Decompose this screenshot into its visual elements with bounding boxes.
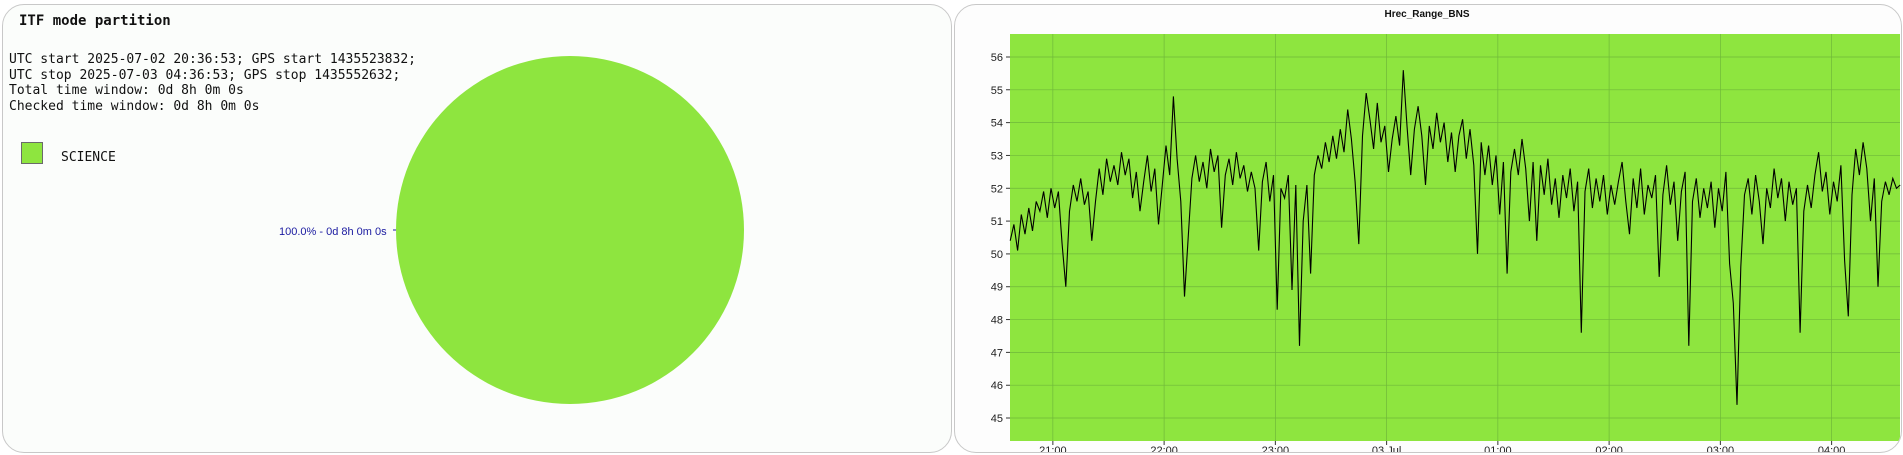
line-chart-title: Hrec_Range_BNS — [1384, 9, 1469, 20]
y-tick-label: 49 — [991, 282, 1003, 294]
plot-area — [1010, 34, 1900, 441]
x-tick-label: 04:00 — [1818, 445, 1846, 452]
x-tick-label: 21:00 — [1039, 445, 1067, 452]
x-tick-label: 02:00 — [1595, 445, 1623, 452]
y-tick-label: 50 — [991, 249, 1003, 261]
x-tick-label: 23:00 — [1262, 445, 1290, 452]
y-tick-label: 53 — [991, 150, 1003, 162]
pie-slice-science — [396, 56, 744, 404]
mode-partition-panel: ITF mode partition UTC start 2025-07-02 … — [2, 4, 952, 453]
y-tick-label: 52 — [991, 183, 1003, 195]
x-axis: 21:00 22:00 23:00 03 Jul 01:00 02:00 03:00 04:0… — [1039, 441, 1845, 452]
y-tick-label: 47 — [991, 347, 1003, 359]
series-line — [1009, 70, 1901, 405]
x-tick-label: 03 Jul — [1372, 445, 1401, 452]
x-tick-label: 03:00 — [1707, 445, 1735, 452]
total-window-line: Total time window: 0d 8h 0m 0s — [9, 83, 244, 98]
legend-label-science: SCIENCE — [61, 150, 116, 165]
y-axis: 45 46 47 48 49 50 51 52 53 54 55 56 — [991, 52, 1010, 425]
time-window-info: UTC start 2025-07-02 20:36:53; GPS start… — [9, 52, 416, 114]
legend-swatch-science — [21, 142, 43, 164]
hrec-range-chart: Hrec_Range_BNS 454647484950515253545556 … — [991, 9, 1901, 452]
y-tick-label: 51 — [991, 216, 1003, 228]
y-tick-label: 46 — [991, 380, 1003, 392]
utc-stop-line: UTC stop 2025-07-03 04:36:53; GPS stop 1… — [9, 67, 401, 83]
y-tick-label: 54 — [991, 118, 1003, 130]
x-tick-label: 22:00 — [1150, 445, 1178, 452]
y-tick-label: 45 — [991, 413, 1003, 425]
y-tick-label: 56 — [991, 52, 1003, 64]
hrec-range-panel: Hrec_Range_BNS 45 46 47 48 49 50 51 52 53 54 55 56 … — [954, 4, 1902, 453]
y-tick-label: 48 — [991, 315, 1003, 327]
utc-start-line: UTC start 2025-07-02 20:36:53; GPS start… — [9, 52, 416, 67]
y-tick-label: 55 — [991, 85, 1003, 97]
pie-chart-title: ITF mode partition — [19, 13, 171, 29]
pie-slice-label: 100.0% - 0d 8h 0m 0s — [279, 226, 387, 238]
pie-chart — [393, 56, 744, 404]
x-tick-label: 01:00 — [1484, 445, 1512, 452]
checked-window-line: Checked time window: 0d 8h 0m 0s — [9, 98, 260, 114]
